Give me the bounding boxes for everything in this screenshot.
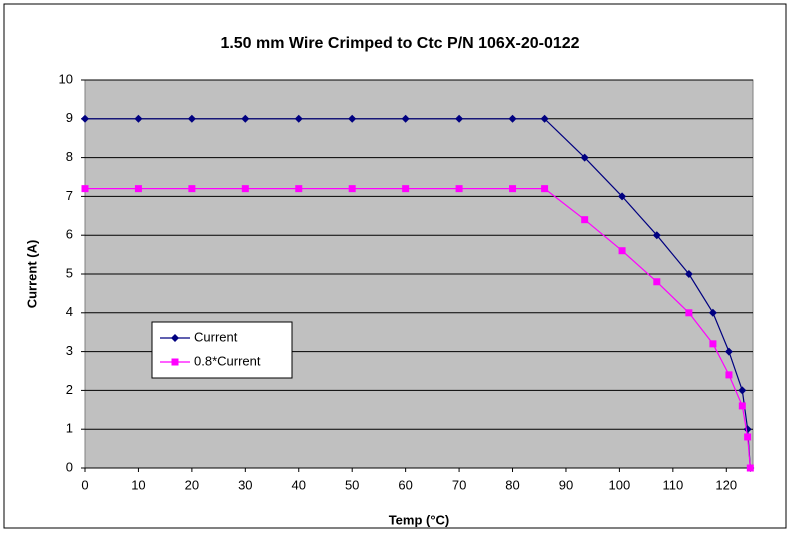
marker xyxy=(708,308,717,317)
y-tick-label: 5 xyxy=(66,265,73,280)
x-tick-label: 50 xyxy=(345,477,359,492)
y-tick-label: 6 xyxy=(66,227,73,242)
y-tick-label: 8 xyxy=(66,149,73,164)
x-tick-label: 100 xyxy=(609,477,631,492)
marker xyxy=(746,464,754,472)
marker xyxy=(581,216,589,224)
marker xyxy=(540,114,549,123)
x-axis-label: Temp (°C) xyxy=(389,512,450,527)
marker xyxy=(294,114,303,123)
marker xyxy=(744,433,752,441)
marker xyxy=(685,309,693,317)
marker xyxy=(724,347,733,356)
y-tick-label: 3 xyxy=(66,343,73,358)
marker xyxy=(652,231,661,240)
y-tick-label: 4 xyxy=(66,304,73,319)
marker xyxy=(738,386,747,395)
marker xyxy=(134,114,143,123)
marker xyxy=(725,371,733,379)
x-tick-label: 30 xyxy=(238,477,252,492)
y-tick-label: 9 xyxy=(66,110,73,125)
legend-label: Current xyxy=(194,329,238,344)
marker xyxy=(348,114,357,123)
marker xyxy=(81,114,89,123)
x-tick-label: 20 xyxy=(185,477,199,492)
marker xyxy=(81,185,89,193)
marker xyxy=(455,114,464,123)
x-tick-label: 90 xyxy=(559,477,573,492)
x-tick-label: 70 xyxy=(452,477,466,492)
marker xyxy=(455,185,463,193)
y-tick-label: 2 xyxy=(66,382,73,397)
marker xyxy=(709,340,717,348)
y-tick-label: 1 xyxy=(66,421,73,436)
x-tick-label: 10 xyxy=(131,477,145,492)
y-tick-label: 0 xyxy=(66,459,73,474)
x-tick-label: 0 xyxy=(81,477,88,492)
legend-marker xyxy=(171,358,179,366)
marker xyxy=(541,185,549,193)
legend-label: 0.8*Current xyxy=(194,353,261,368)
marker xyxy=(618,247,626,255)
y-axis-label: Current (A) xyxy=(24,240,39,309)
marker xyxy=(401,114,410,123)
marker xyxy=(684,270,693,278)
x-tick-label: 120 xyxy=(715,477,737,492)
marker xyxy=(580,153,589,162)
legend: Current 0.8*Current xyxy=(151,321,293,379)
marker xyxy=(348,185,356,193)
x-tick-label: 40 xyxy=(292,477,306,492)
marker xyxy=(187,114,196,123)
y-tick-label: 7 xyxy=(66,188,73,203)
marker xyxy=(653,278,661,286)
marker xyxy=(134,185,142,193)
marker xyxy=(402,185,410,193)
x-tick-label: 110 xyxy=(662,477,683,492)
legend-box xyxy=(151,321,293,379)
marker xyxy=(295,185,303,193)
marker xyxy=(241,114,250,123)
x-tick-label: 80 xyxy=(505,477,519,492)
x-tick-label: 60 xyxy=(398,477,412,492)
chart-title: 1.50 mm Wire Crimped to Ctc P/N 106X-20-… xyxy=(220,35,579,52)
y-tick-label: 10 xyxy=(59,71,73,86)
legend-marker xyxy=(171,334,179,342)
marker xyxy=(509,185,517,193)
marker xyxy=(241,185,249,193)
marker xyxy=(618,192,627,201)
marker xyxy=(508,114,517,123)
marker xyxy=(188,185,196,193)
marker xyxy=(738,402,746,410)
